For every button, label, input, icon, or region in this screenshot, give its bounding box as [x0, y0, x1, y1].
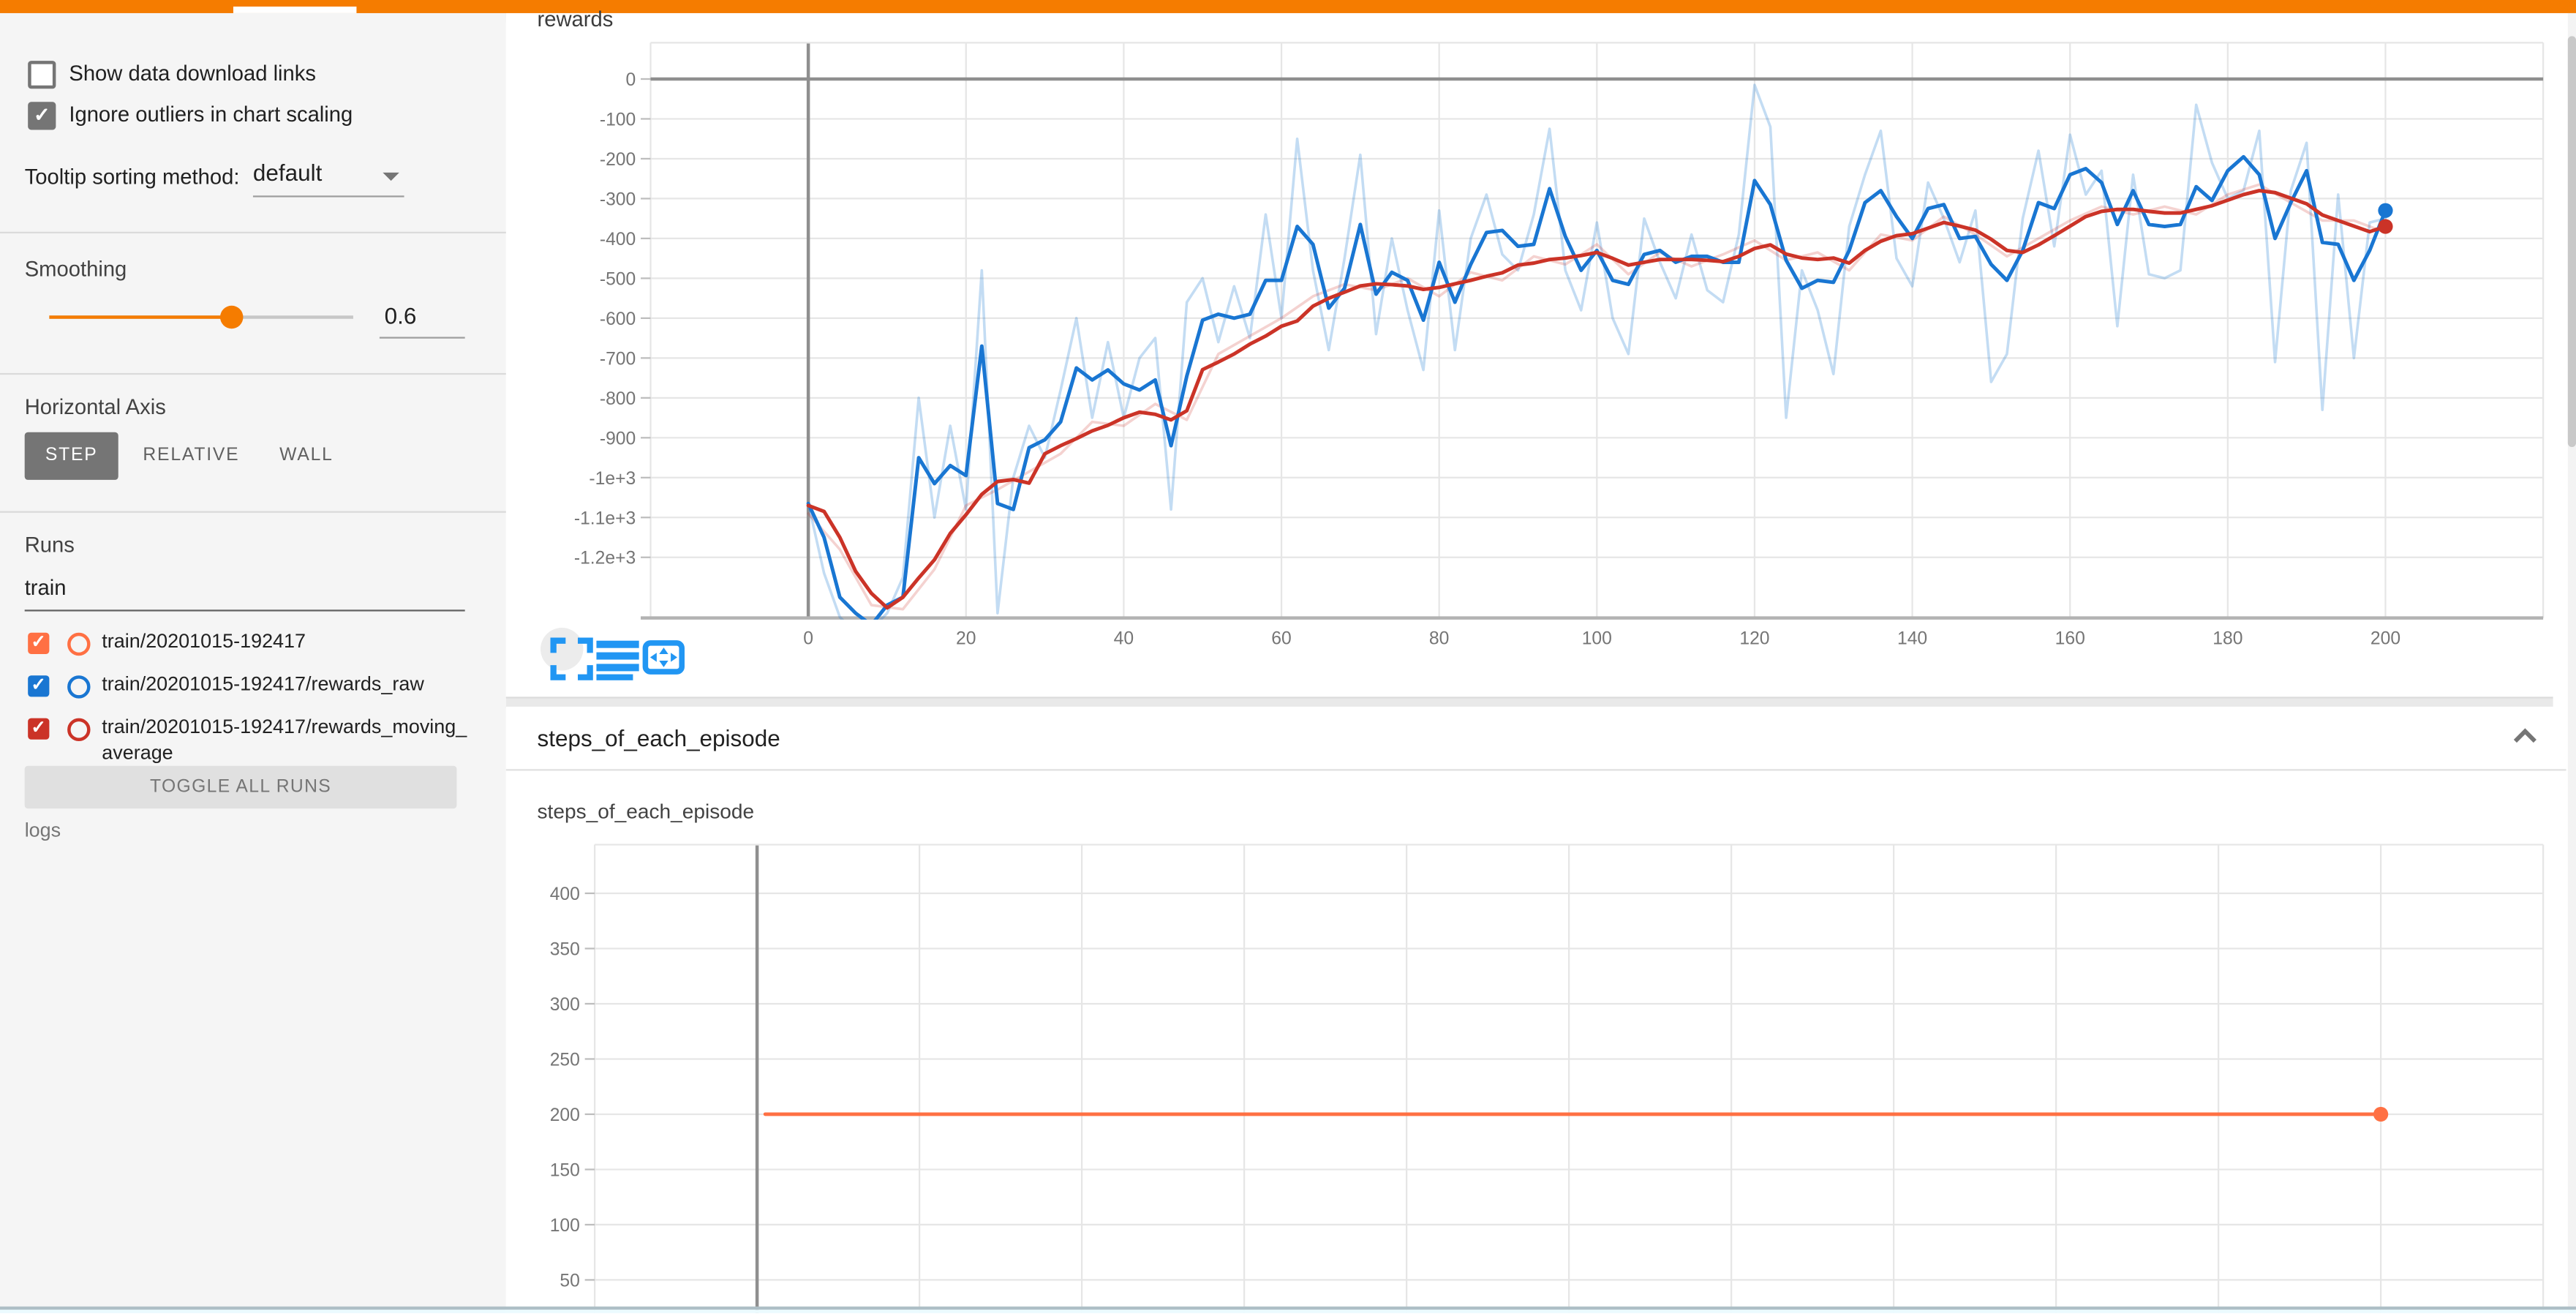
svg-text:-1.2e+3: -1.2e+3: [574, 549, 636, 568]
horizontal-axis-label: Horizontal Axis: [24, 394, 166, 419]
smoothing-slider-thumb[interactable]: [219, 305, 244, 329]
divider: [0, 372, 510, 375]
steps-chart[interactable]: 400 350 300 250 200 150 100 50: [509, 832, 2576, 1313]
axis-step-button[interactable]: STEP: [24, 432, 118, 480]
svg-text:-100: -100: [600, 110, 636, 129]
svg-text:60: 60: [1271, 629, 1291, 649]
svg-text:0: 0: [803, 629, 813, 649]
svg-text:80: 80: [1429, 629, 1449, 649]
scrollbar-thumb[interactable]: [2567, 36, 2576, 447]
svg-text:100: 100: [1582, 629, 1612, 649]
run-isolator-radio[interactable]: [67, 718, 91, 742]
smoothing-label: Smoothing: [24, 256, 127, 282]
section-header[interactable]: [505, 706, 2566, 771]
run-isolator-radio[interactable]: [67, 632, 91, 656]
svg-text:-1e+3: -1e+3: [589, 469, 636, 489]
svg-text:20: 20: [956, 629, 976, 649]
svg-text:200: 200: [550, 1105, 580, 1125]
chevron-down-icon[interactable]: [383, 172, 399, 181]
smoothing-value-input[interactable]: 0.6: [384, 302, 417, 329]
run-label: train/20201015-192417/rewards_moving_ave…: [102, 715, 467, 765]
divider: [0, 511, 510, 513]
runs-label: Runs: [24, 532, 75, 557]
svg-text:-500: -500: [600, 269, 636, 289]
fullscreen-icon[interactable]: [550, 637, 593, 680]
show-download-links-checkbox[interactable]: [28, 61, 56, 89]
svg-text:-300: -300: [600, 189, 636, 209]
axis-wall-button[interactable]: WALL: [279, 445, 334, 465]
svg-text:-600: -600: [600, 309, 636, 329]
svg-text:160: 160: [2055, 629, 2085, 649]
runs-filter-underline: [24, 609, 465, 612]
fullscreen-icon-bg: [540, 628, 584, 671]
smoothing-slider-fill: [49, 315, 232, 319]
scrollbar-track[interactable]: [2567, 12, 2576, 1313]
check-icon: ✓: [31, 632, 47, 653]
svg-text:-1.1e+3: -1.1e+3: [574, 508, 636, 528]
svg-text:100: 100: [550, 1216, 580, 1236]
svg-text:400: 400: [550, 885, 580, 904]
check-icon: ✓: [31, 718, 47, 738]
svg-text:120: 120: [1739, 629, 1769, 649]
toggle-all-runs-button[interactable]: TOGGLE ALL RUNS: [24, 765, 457, 809]
svg-text:-900: -900: [600, 429, 636, 448]
dropdown-underline: [252, 195, 404, 198]
axis-relative-button[interactable]: RELATIVE: [143, 445, 240, 465]
svg-text:350: 350: [550, 939, 580, 959]
runs-group-footer: logs: [24, 818, 61, 842]
run-checkbox[interactable]: ✓: [28, 632, 50, 654]
tooltip-sorting-label: Tooltip sorting method:: [24, 164, 240, 189]
header-bar: [0, 0, 2576, 13]
svg-text:-700: -700: [600, 349, 636, 369]
show-download-links-label[interactable]: Show data download links: [69, 61, 317, 86]
check-icon: ✓: [33, 103, 50, 127]
fit-domain-icon[interactable]: [642, 636, 685, 678]
svg-text:150: 150: [550, 1160, 580, 1180]
ignore-outliers-checkbox[interactable]: ✓: [28, 102, 56, 130]
svg-text:40: 40: [1114, 629, 1134, 649]
divider: [0, 231, 510, 233]
section-title: steps_of_each_episode: [537, 724, 780, 751]
svg-text:0: 0: [626, 70, 636, 90]
run-checkbox[interactable]: ✓: [28, 675, 50, 697]
svg-text:300: 300: [550, 995, 580, 1015]
check-icon: ✓: [31, 675, 47, 696]
run-checkbox[interactable]: ✓: [28, 718, 50, 740]
svg-text:-400: -400: [600, 230, 636, 249]
settings-sidebar: Show data download links ✓ Ignore outlie…: [0, 12, 510, 1313]
smoothing-value-underline: [379, 337, 465, 339]
svg-text:-800: -800: [600, 389, 636, 409]
svg-text:250: 250: [550, 1050, 580, 1070]
svg-text:-200: -200: [600, 150, 636, 170]
run-label: train/20201015-192417: [102, 629, 306, 653]
svg-text:200: 200: [2370, 629, 2400, 649]
runs-filter-input[interactable]: train: [24, 575, 67, 600]
active-tab-indicator: [233, 6, 357, 13]
data-table-icon[interactable]: [596, 638, 639, 680]
run-isolator-radio[interactable]: [67, 675, 91, 699]
chevron-up-icon[interactable]: [2512, 727, 2538, 745]
bottom-edge-glow: [0, 1310, 2576, 1313]
main-content: [505, 12, 2576, 1313]
rewards-chart[interactable]: 0 -100 -200 -300 -400 -500 -600 -700 -800 -900 -1e…: [509, 23, 2576, 656]
bottom-edge-line: [0, 1306, 2576, 1310]
svg-text:50: 50: [560, 1271, 579, 1291]
rewards-chart-title: rewards: [537, 6, 614, 31]
ignore-outliers-label[interactable]: Ignore outliers in chart scaling: [69, 102, 353, 127]
steps-chart-title: steps_of_each_episode: [537, 800, 755, 824]
svg-text:180: 180: [2212, 629, 2242, 649]
tooltip-sorting-dropdown[interactable]: default: [252, 159, 323, 186]
run-label: train/20201015-192417/rewards_raw: [102, 672, 424, 696]
svg-text:140: 140: [1897, 629, 1927, 649]
